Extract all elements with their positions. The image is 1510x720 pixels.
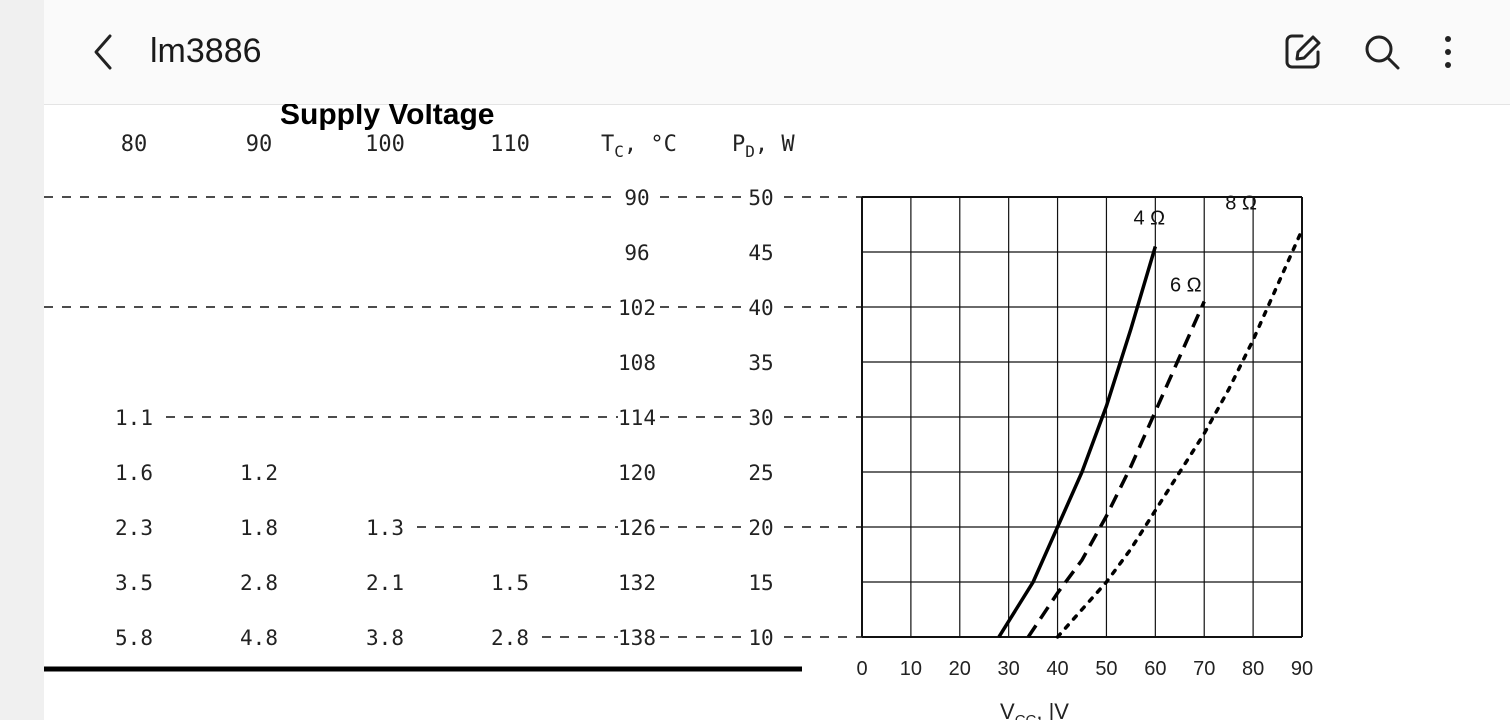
x-tick-label: 70 — [1193, 658, 1215, 680]
x-tick-label: 50 — [1095, 658, 1117, 680]
table-cell: 2.3 — [115, 516, 153, 540]
table-cell: 3.8 — [366, 626, 404, 650]
document-page: lm3886 Supply Voltage 80 — [44, 0, 1510, 720]
x-tick-label: 60 — [1144, 658, 1166, 680]
series-line — [1026, 300, 1206, 638]
pd-value: 20 — [748, 516, 773, 540]
series-label: 6 Ω — [1170, 275, 1202, 297]
series-line — [1055, 228, 1304, 639]
table-cell: 2.8 — [491, 626, 529, 650]
chevron-left-icon — [94, 34, 112, 70]
pd-value: 35 — [748, 351, 773, 375]
more-options-button[interactable] — [1424, 28, 1472, 76]
series-label: 4 Ω — [1134, 208, 1166, 230]
table-cell: 2.8 — [240, 571, 278, 595]
series-label: 8 Ω — [1225, 193, 1257, 215]
tc-value: 126 — [618, 516, 656, 540]
table-cell: 1.1 — [115, 406, 153, 430]
search-button[interactable] — [1358, 28, 1406, 76]
tc-value: 108 — [618, 351, 656, 375]
pdf-figure: Supply Voltage 80 90 100 110 TC, °C PD, … — [44, 104, 1313, 720]
pd-value: 10 — [748, 626, 773, 650]
table-cell: 3.5 — [115, 571, 153, 595]
pd-header: PD, W — [732, 132, 795, 161]
x-tick-label: 40 — [1046, 658, 1068, 680]
col-header-80: 80 — [121, 132, 148, 157]
tc-value: 96 — [624, 241, 649, 265]
edit-button[interactable] — [1278, 28, 1326, 76]
app-bar: lm3886 — [44, 0, 1510, 105]
table-body: 90 50 96 45 102 40 108 35 1.1 114 30 1.6 1.2 120 25 2.3… — [44, 186, 862, 650]
col-header-90: 90 — [246, 132, 273, 157]
tc-value: 138 — [618, 626, 656, 650]
tc-value: 132 — [618, 571, 656, 595]
x-tick-label: 0 — [856, 658, 867, 680]
tc-value: 102 — [618, 296, 656, 320]
x-tick-label: 20 — [949, 658, 971, 680]
series-line — [997, 246, 1158, 638]
tc-value: 114 — [618, 406, 656, 430]
table-cell: 1.6 — [115, 461, 153, 485]
search-icon — [1365, 35, 1400, 70]
x-tick-label: 80 — [1242, 658, 1264, 680]
pd-value: 50 — [748, 186, 773, 210]
table-cell: 1.2 — [240, 461, 278, 485]
tc-value: 90 — [624, 186, 649, 210]
document-title: lm3886 — [150, 32, 262, 70]
table-cell: 1.5 — [491, 571, 529, 595]
pd-value: 30 — [748, 406, 773, 430]
x-tick-label: 90 — [1291, 658, 1313, 680]
section-heading: Supply Voltage — [280, 104, 494, 131]
tc-header: TC, °C — [601, 132, 677, 161]
table-cell: 2.1 — [366, 571, 404, 595]
pd-value: 45 — [748, 241, 773, 265]
pd-value: 15 — [748, 571, 773, 595]
pd-value: 40 — [748, 296, 773, 320]
table-cell: 1.3 — [366, 516, 404, 540]
more-vertical-icon — [1445, 36, 1451, 68]
pd-value: 25 — [748, 461, 773, 485]
x-axis-label: VCC, |V — [1000, 699, 1069, 720]
tc-value: 120 — [618, 461, 656, 485]
edit-icon — [1285, 34, 1321, 69]
chart-area: 0 10 20 30 40 50 60 70 80 90 VCC, |V 4 Ω 6 Ω 8 Ω — [856, 193, 1313, 720]
back-button[interactable] — [80, 28, 128, 76]
col-header-100: 100 — [365, 132, 405, 157]
document-content: Supply Voltage 80 90 100 110 TC, °C PD, … — [44, 104, 1510, 720]
col-header-110: 110 — [490, 132, 530, 157]
x-tick-label: 30 — [998, 658, 1020, 680]
x-tick-label: 10 — [900, 658, 922, 680]
table-cell: 4.8 — [240, 626, 278, 650]
table-cell: 5.8 — [115, 626, 153, 650]
table-cell: 1.8 — [240, 516, 278, 540]
